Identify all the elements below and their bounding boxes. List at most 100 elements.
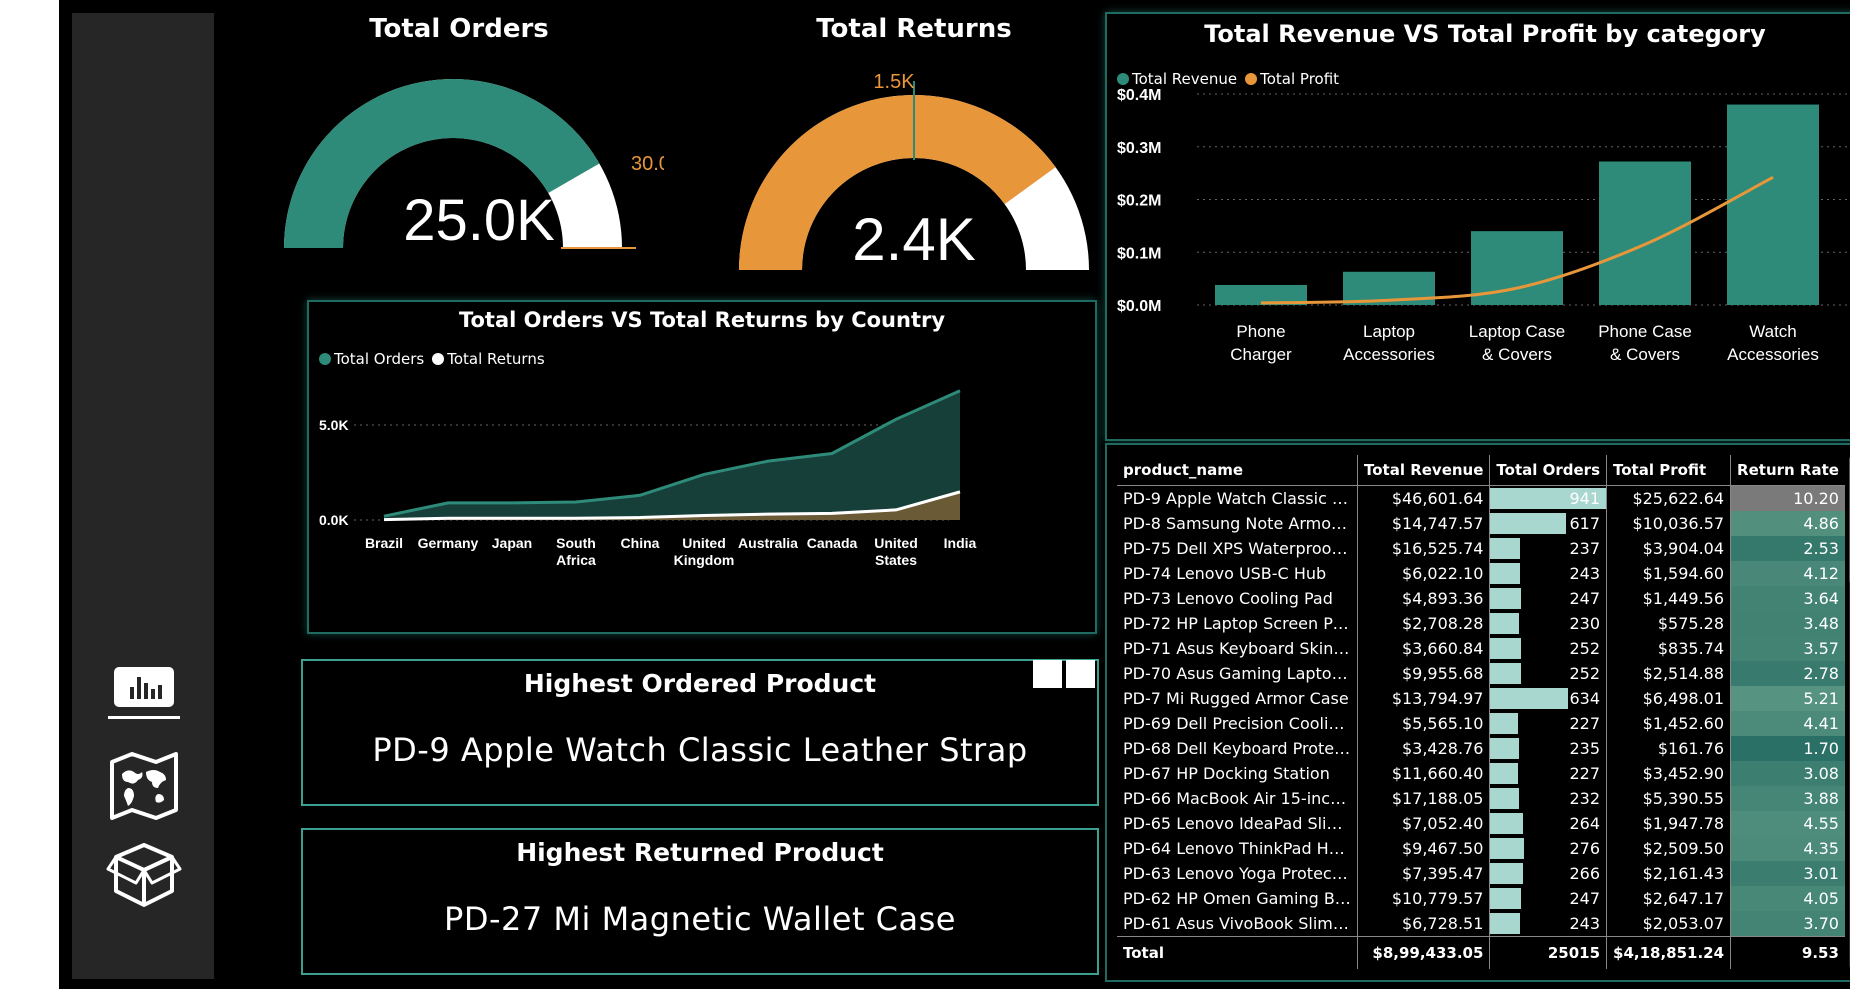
bar-chart-legend: Total Revenue Total Profit bbox=[1117, 70, 1339, 88]
table-row[interactable]: PD-72 HP Laptop Screen Prot... $2,708.28 2… bbox=[1117, 611, 1845, 636]
orders-data-bar bbox=[1490, 738, 1520, 759]
table-row[interactable]: PD-68 Dell Keyboard Protector $3,428.76 23… bbox=[1117, 736, 1845, 761]
table-row[interactable]: PD-65 Lenovo IdeaPad Slim C... $7,052.40 2… bbox=[1117, 811, 1845, 836]
cell-total-revenue: $7,052.40 bbox=[1357, 811, 1491, 836]
column-header-total-revenue[interactable]: Total Revenue bbox=[1357, 455, 1491, 486]
cell-total-orders: 227 bbox=[1489, 761, 1608, 786]
orders-value: 230 bbox=[1569, 614, 1601, 633]
total-returns-line[interactable] bbox=[383, 490, 961, 522]
x-tick-label: Watch Accessories bbox=[1727, 322, 1819, 364]
cell-return-rate: 4.86 bbox=[1730, 511, 1845, 536]
table-row[interactable]: PD-69 Dell Precision Cooling ... $5,565.1… bbox=[1117, 711, 1845, 736]
x-tick-label: Germany bbox=[418, 535, 479, 551]
highest-returned-product-card: Highest Returned Product PD-27 Mi Magnet… bbox=[301, 828, 1099, 975]
total-returns-gauge: 1.5K 2.4K bbox=[739, 71, 1089, 273]
legend-dot-icon bbox=[432, 353, 445, 365]
column-header-total-orders[interactable]: Total Orders bbox=[1489, 455, 1608, 486]
cell-total-revenue: $6,022.10 bbox=[1357, 561, 1491, 586]
cell-product-name: PD-62 HP Omen Gaming Bac... bbox=[1117, 886, 1358, 911]
y-tick-label: $0.1M bbox=[1117, 245, 1161, 262]
cell-total-revenue: $16,525.74 bbox=[1357, 536, 1491, 561]
cell-return-rate: 3.57 bbox=[1730, 636, 1845, 661]
column-header-product-name[interactable]: product_name bbox=[1117, 455, 1358, 486]
legend-item-total-orders[interactable]: Total Orders bbox=[319, 350, 424, 368]
table-row[interactable]: PD-70 Asus Gaming Laptop C... $9,955.68 25… bbox=[1117, 661, 1845, 686]
orders-data-bar bbox=[1490, 913, 1521, 934]
orders-value: 276 bbox=[1569, 839, 1601, 858]
orders-data-bar bbox=[1490, 788, 1519, 809]
cell-product-name: PD-61 Asus VivoBook Slim Sle... bbox=[1117, 911, 1358, 937]
orders-data-bar bbox=[1490, 813, 1523, 834]
cell-total-profit: $835.74 bbox=[1606, 636, 1732, 661]
revenue-bar[interactable] bbox=[1215, 284, 1307, 305]
dashboard-canvas: Total Orders 30.0K 25.0K Total Returns 1… bbox=[59, 0, 1850, 989]
cell-return-rate: 10.20 bbox=[1730, 485, 1845, 511]
legend-item-total-revenue[interactable]: Total Revenue bbox=[1117, 70, 1237, 88]
cell-total-revenue: $3,660.84 bbox=[1357, 636, 1491, 661]
table-row[interactable]: PD-66 MacBook Air 15-inch Sl... $17,188.0… bbox=[1117, 786, 1845, 811]
revenue-bar[interactable] bbox=[1727, 104, 1819, 305]
orders-value: 634 bbox=[1569, 689, 1601, 708]
x-tick-label: China bbox=[621, 535, 660, 551]
cell-total-profit: $1,449.56 bbox=[1606, 586, 1732, 611]
profit-line[interactable] bbox=[1260, 176, 1774, 305]
cell-product-name: PD-9 Apple Watch Classic Lea... bbox=[1117, 485, 1358, 511]
cell-product-name: PD-74 Lenovo USB-C Hub bbox=[1117, 561, 1358, 586]
cell-total-orders: 617 bbox=[1489, 511, 1608, 536]
cell-return-rate: 5.21 bbox=[1730, 686, 1845, 711]
legend-dot-icon bbox=[1245, 73, 1258, 85]
revenue-bar[interactable] bbox=[1599, 161, 1691, 305]
table-row[interactable]: PD-67 HP Docking Station $11,660.40 227 $3,… bbox=[1117, 761, 1845, 786]
product-table-panel: product_name Total Revenue Total Orders … bbox=[1105, 443, 1850, 982]
cell-total-revenue: $11,660.40 bbox=[1357, 761, 1491, 786]
total-returns-area[interactable] bbox=[384, 491, 960, 520]
cell-return-rate: 3.88 bbox=[1730, 786, 1845, 811]
column-header-total-profit[interactable]: Total Profit bbox=[1606, 455, 1732, 486]
cell-return-rate: 1.70 bbox=[1730, 736, 1845, 761]
cell-total-profit: $3,904.04 bbox=[1606, 536, 1732, 561]
table-row[interactable]: PD-62 HP Omen Gaming Bac... $10,779.57 247… bbox=[1117, 886, 1845, 911]
cell-total-orders: 634 bbox=[1489, 686, 1608, 711]
bar-chart-icon bbox=[108, 667, 180, 719]
table-row[interactable]: PD-64 Lenovo ThinkPad Hard ... $9,467.50 2… bbox=[1117, 836, 1845, 861]
nav-products-button[interactable] bbox=[106, 839, 182, 915]
total-orders-area[interactable] bbox=[384, 390, 960, 520]
orders-value: 252 bbox=[1569, 639, 1601, 658]
orders-returns-by-country-panel: Total Orders VS Total Returns by Country… bbox=[307, 300, 1097, 634]
table-row[interactable]: PD-73 Lenovo Cooling Pad $4,893.36 247 $1,4… bbox=[1117, 586, 1845, 611]
orders-data-bar bbox=[1490, 663, 1522, 684]
table-row[interactable]: PD-74 Lenovo USB-C Hub $6,022.10 243 $1,594… bbox=[1117, 561, 1845, 586]
table-row[interactable]: PD-8 Samsung Note Armor c... $14,747.57 61… bbox=[1117, 511, 1845, 536]
nav-overview-button[interactable] bbox=[106, 661, 182, 737]
table-row[interactable]: PD-7 Mi Rugged Armor Case $13,794.97 634 $6… bbox=[1117, 686, 1845, 711]
world-map-icon bbox=[110, 752, 178, 820]
cell-total-revenue: $17,188.05 bbox=[1357, 786, 1491, 811]
legend-item-total-returns[interactable]: Total Returns bbox=[432, 350, 545, 368]
orders-value: 237 bbox=[1569, 539, 1601, 558]
orders-value: 232 bbox=[1569, 789, 1601, 808]
slicer-toggle-button-1[interactable] bbox=[1033, 660, 1062, 688]
slicer-toggle-button-2[interactable] bbox=[1066, 660, 1095, 688]
cell-return-rate: 4.55 bbox=[1730, 811, 1845, 836]
cell-total-orders: 252 bbox=[1489, 661, 1608, 686]
cell-total-profit: $2,509.50 bbox=[1606, 836, 1732, 861]
cell-total-revenue: $14,747.57 bbox=[1357, 511, 1491, 536]
legend-item-total-profit[interactable]: Total Profit bbox=[1245, 70, 1339, 88]
table-row[interactable]: PD-75 Dell XPS Waterproof H... $16,525.74… bbox=[1117, 536, 1845, 561]
total-orders-gauge: 30.0K 25.0K bbox=[284, 78, 664, 250]
x-tick-label: Phone Case & Covers bbox=[1598, 322, 1692, 364]
table-row[interactable]: PD-9 Apple Watch Classic Lea... $46,601.6… bbox=[1117, 485, 1845, 511]
table-row[interactable]: PD-63 Lenovo Yoga Protectiv... $7,395.47 2… bbox=[1117, 861, 1845, 886]
y-tick-label: $0.4M bbox=[1117, 87, 1161, 104]
cell-total-revenue: $5,565.10 bbox=[1357, 711, 1491, 736]
cell-total-profit: $6,498.01 bbox=[1606, 686, 1732, 711]
cell-return-rate: 4.35 bbox=[1730, 836, 1845, 861]
total-orders-line[interactable] bbox=[383, 389, 961, 518]
cell-total-revenue: $4,893.36 bbox=[1357, 586, 1491, 611]
table-row[interactable]: PD-61 Asus VivoBook Slim Sle... $6,728.51… bbox=[1117, 911, 1845, 937]
column-header-return-rate[interactable]: Return Rate bbox=[1730, 455, 1845, 486]
cell-total-profit: $3,452.90 bbox=[1606, 761, 1732, 786]
nav-map-button[interactable] bbox=[106, 748, 182, 824]
table-row[interactable]: PD-71 Asus Keyboard Skin Pr... $3,660.84 2… bbox=[1117, 636, 1845, 661]
orders-value: 227 bbox=[1569, 764, 1601, 783]
